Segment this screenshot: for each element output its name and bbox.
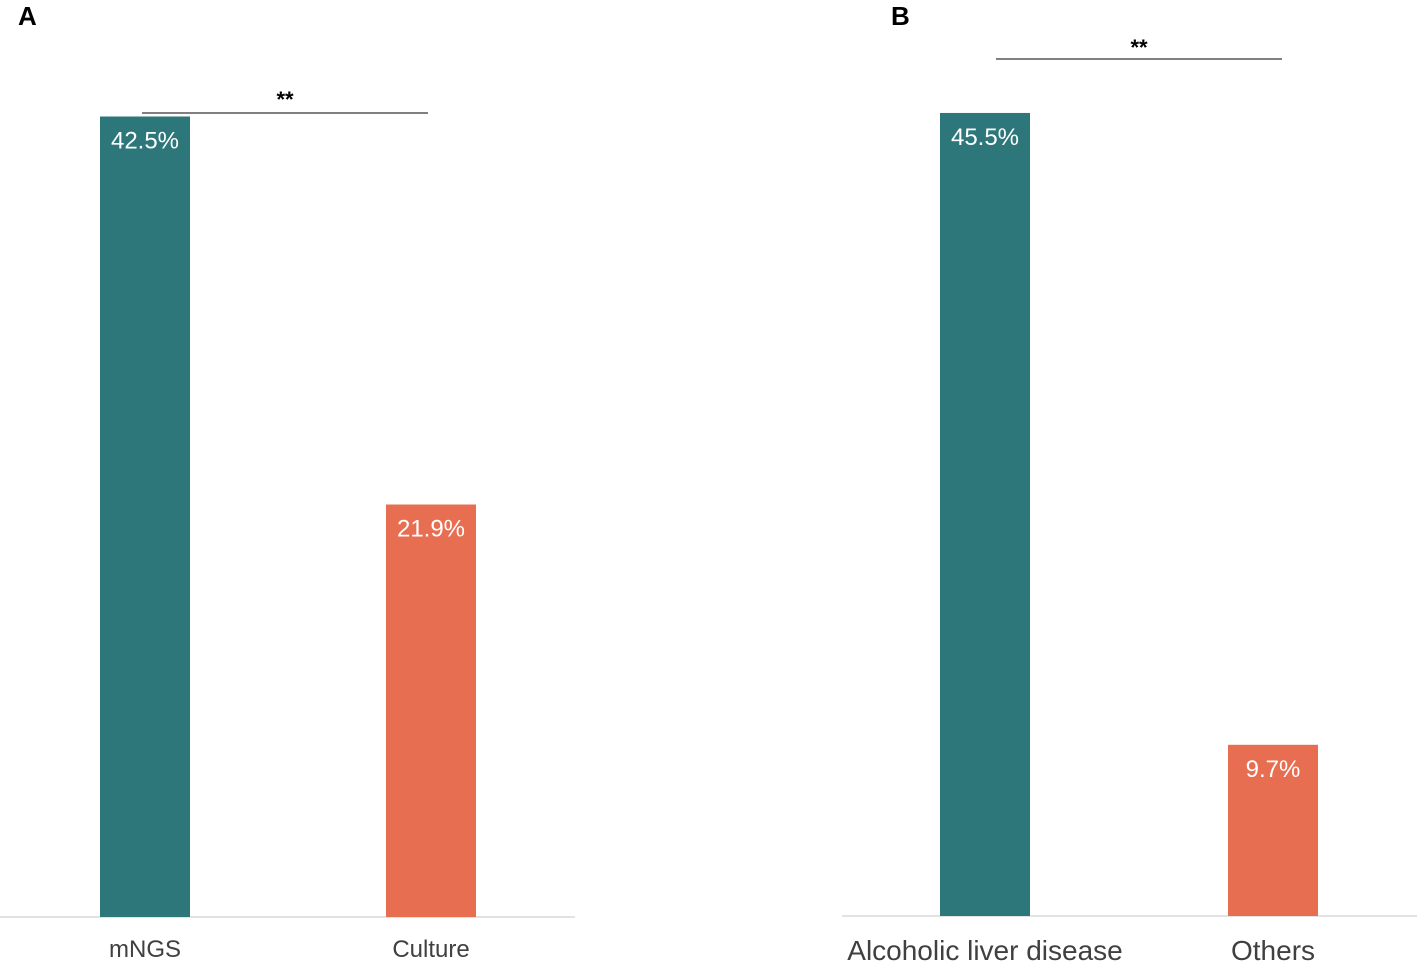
x-tick-label: Culture [392,936,469,962]
data-label: 45.5% [951,124,1019,151]
data-label: 9.7% [1246,756,1301,783]
bar-culture [386,504,476,917]
significance-label: ** [276,87,294,112]
data-label: 42.5% [111,128,179,155]
x-tick-label: Others [1231,935,1315,962]
panel-label: B [891,1,910,31]
significance-label: ** [1130,35,1148,60]
bar-others [1228,744,1318,916]
bar-mngs [100,116,190,917]
chart-panel-b: B 45.5% Alcoholic liver disease 9.7% Others *… [842,1,1417,962]
x-tick-label: mNGS [109,936,181,962]
chart-panel-a: A 42.5% mNGS 21.9% Culture ** [0,1,575,962]
x-tick-label: Alcoholic liver disease [847,935,1122,962]
bar-alcoholic-liver-disease [940,112,1030,916]
data-label: 21.9% [397,516,465,543]
panel-label: A [18,1,37,31]
